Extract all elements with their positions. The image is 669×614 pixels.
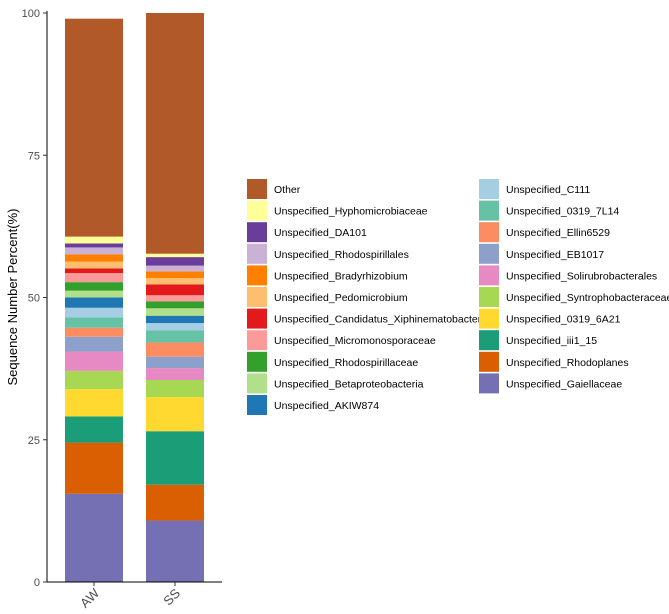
legend-label-unspecified-candidatus-xiphinematobacter: Unspecified_Candidatus_Xiphinematobacter	[274, 314, 482, 326]
bar-segment-ss-unspecified-hyphomicrobiaceae	[146, 253, 204, 258]
bar-segment-ss-unspecified-rhodospirillaceae	[146, 301, 204, 309]
legend-label-other: Other	[274, 184, 301, 196]
legend-label-unspecified-rhodospirillales: Unspecified_Rhodospirillales	[274, 249, 409, 261]
bar-segment-aw-unspecified-pedomicrobium	[65, 261, 123, 269]
legend-swatch-unspecified-rhodoplanes	[479, 351, 499, 372]
x-tick-label-ss: SS	[160, 585, 183, 608]
legend-label-unspecified-micromonosporaceae: Unspecified_Micromonosporaceae	[274, 335, 436, 347]
legend-label-unspecified-rhodospirillaceae: Unspecified_Rhodospirillaceae	[274, 357, 418, 369]
bar-segment-ss-unspecified-gaiellaceae	[146, 520, 204, 582]
legend-label-unspecified-ellin6529: Unspecified_Ellin6529	[506, 227, 610, 239]
bar-segment-ss-unspecified-akiw874	[146, 315, 204, 324]
bar-segment-ss-unspecified-0319-6a21	[146, 397, 204, 432]
bar-segment-aw-unspecified-bradyrhizobium	[65, 254, 123, 262]
bar-segment-aw-unspecified-0319-6a21	[65, 389, 123, 417]
bar-segment-ss-unspecified-c111	[146, 323, 204, 331]
legend-label-unspecified-hyphomicrobiaceae: Unspecified_Hyphomicrobiaceae	[274, 206, 428, 218]
legend-label-unspecified-rhodoplanes: Unspecified_Rhodoplanes	[506, 357, 629, 369]
bar-segment-aw-other	[65, 18, 123, 237]
legend-swatch-unspecified-0319-6a21	[479, 308, 499, 329]
bar-segment-ss-unspecified-rhodospirillales	[146, 265, 204, 272]
legend-label-unspecified-bradyrhizobium: Unspecified_Bradyrhizobium	[274, 270, 408, 282]
legend-label-unspecified-gaiellaceae: Unspecified_Gaiellaceae	[506, 378, 622, 390]
legend-swatch-unspecified-akiw874	[247, 395, 267, 415]
bar-segment-aw-unspecified-solirubrobacterales	[65, 351, 123, 371]
legend-swatch-unspecified-iii1-15	[479, 330, 499, 351]
bar-segment-ss-unspecified-da101	[146, 257, 204, 266]
legend-label-unspecified-0319-6a21: Unspecified_0319_6A21	[506, 314, 621, 326]
y-tick-label-100: 100	[22, 8, 40, 20]
bars-layer	[65, 13, 204, 582]
bar-segment-aw-unspecified-micromonosporaceae	[65, 273, 123, 283]
y-axis-title: Sequence Number Percent(%)	[5, 208, 20, 385]
y-tick-label-50: 50	[28, 293, 40, 305]
legend-swatch-unspecified-hyphomicrobiaceae	[247, 200, 267, 221]
legend-label-unspecified-0319-7l14: Unspecified_0319_7L14	[506, 206, 619, 218]
legend-label-unspecified-syntrophobacteraceae: Unspecified_Syntrophobacteraceae	[506, 292, 669, 304]
bar-segment-aw-unspecified-rhodoplanes	[65, 442, 123, 494]
legend-swatch-unspecified-syntrophobacteraceae	[479, 287, 499, 307]
legend-label-unspecified-da101: Unspecified_DA101	[274, 227, 367, 239]
bar-segment-aw-unspecified-iii1-15	[65, 416, 123, 443]
legend-swatch-unspecified-c111	[479, 179, 499, 199]
bar-segment-ss-unspecified-ellin6529	[146, 342, 204, 357]
bar-segment-ss-other	[146, 13, 204, 254]
bar-segment-aw-unspecified-gaiellaceae	[65, 493, 123, 582]
legend-swatch-other	[247, 179, 267, 199]
legend-label-unspecified-eb1017: Unspecified_EB1017	[506, 249, 604, 261]
bar-segment-ss-unspecified-bradyrhizobium	[146, 271, 204, 279]
legend: Other Unspecified_Hyphomicrobiaceae Unspec…	[247, 179, 669, 415]
legend-swatch-unspecified-micromonosporaceae	[247, 330, 267, 351]
bar-segment-aw-unspecified-betaproteobacteria	[65, 290, 123, 298]
legend-swatch-unspecified-betaproteobacteria	[247, 373, 267, 394]
bar-segment-aw-unspecified-syntrophobacteraceae	[65, 370, 123, 390]
bar-segment-aw-unspecified-akiw874	[65, 297, 123, 308]
legend-swatch-unspecified-candidatus-xiphinematobacter	[247, 308, 267, 329]
legend-swatch-unspecified-rhodospirillaceae	[247, 351, 267, 372]
legend-label-unspecified-solirubrobacterales: Unspecified_Solirubrobacterales	[506, 270, 657, 282]
legend-label-unspecified-pedomicrobium: Unspecified_Pedomicrobium	[274, 292, 408, 304]
legend-swatch-unspecified-rhodospirillales	[247, 243, 267, 264]
bar-segment-ss-unspecified-solirubrobacterales	[146, 368, 204, 381]
bar-segment-aw-unspecified-c111	[65, 307, 123, 318]
bar-segment-ss-unspecified-eb1017	[146, 356, 204, 369]
y-tick-label-75: 75	[28, 150, 40, 162]
legend-swatch-unspecified-gaiellaceae	[479, 373, 499, 394]
legend-label-unspecified-betaproteobacteria: Unspecified_Betaproteobacteria	[274, 378, 424, 390]
bar-segment-aw-unspecified-ellin6529	[65, 327, 123, 337]
bar-segment-aw-unspecified-rhodospirillales	[65, 247, 123, 255]
bar-segment-aw-unspecified-hyphomicrobiaceae	[65, 236, 123, 244]
legend-swatch-unspecified-eb1017	[479, 243, 499, 264]
legend-swatch-unspecified-da101	[247, 222, 267, 243]
legend-swatch-unspecified-pedomicrobium	[247, 287, 267, 307]
legend-swatch-unspecified-solirubrobacterales	[479, 265, 499, 286]
bar-segment-ss-unspecified-0319-7l14	[146, 330, 204, 343]
x-tick-label-aw: AW	[77, 585, 103, 611]
legend-label-unspecified-iii1-15: Unspecified_iii1_15	[506, 335, 597, 347]
legend-swatch-unspecified-ellin6529	[479, 222, 499, 243]
bar-segment-ss-unspecified-micromonosporaceae	[146, 295, 204, 302]
bar-segment-ss-unspecified-betaproteobacteria	[146, 308, 204, 316]
axes-layer: 0 25 50 75 100 AW SS	[22, 8, 222, 611]
bar-segment-ss-unspecified-rhodoplanes	[146, 484, 204, 521]
bar-segment-ss-unspecified-pedomicrobium	[146, 278, 204, 285]
bar-segment-ss-unspecified-syntrophobacteraceae	[146, 380, 204, 398]
bar-segment-ss-unspecified-iii1-15	[146, 431, 204, 485]
legend-label-unspecified-c111: Unspecified_C111	[506, 184, 590, 196]
bar-segment-ss-unspecified-candidatus-xiphinematobacter	[146, 284, 204, 296]
legend-label-unspecified-akiw874: Unspecified_AKIW874	[274, 400, 379, 412]
y-tick-label-0: 0	[34, 577, 40, 589]
legend-swatch-unspecified-0319-7l14	[479, 200, 499, 221]
bar-segment-aw-unspecified-da101	[65, 243, 123, 248]
bar-segment-aw-unspecified-candidatus-xiphinematobacter	[65, 268, 123, 274]
bar-segment-aw-unspecified-rhodospirillaceae	[65, 282, 123, 291]
legend-swatch-unspecified-bradyrhizobium	[247, 265, 267, 286]
bar-segment-aw-unspecified-eb1017	[65, 336, 123, 352]
bar-segment-aw-unspecified-0319-7l14	[65, 317, 123, 328]
y-tick-label-25: 25	[28, 435, 40, 447]
